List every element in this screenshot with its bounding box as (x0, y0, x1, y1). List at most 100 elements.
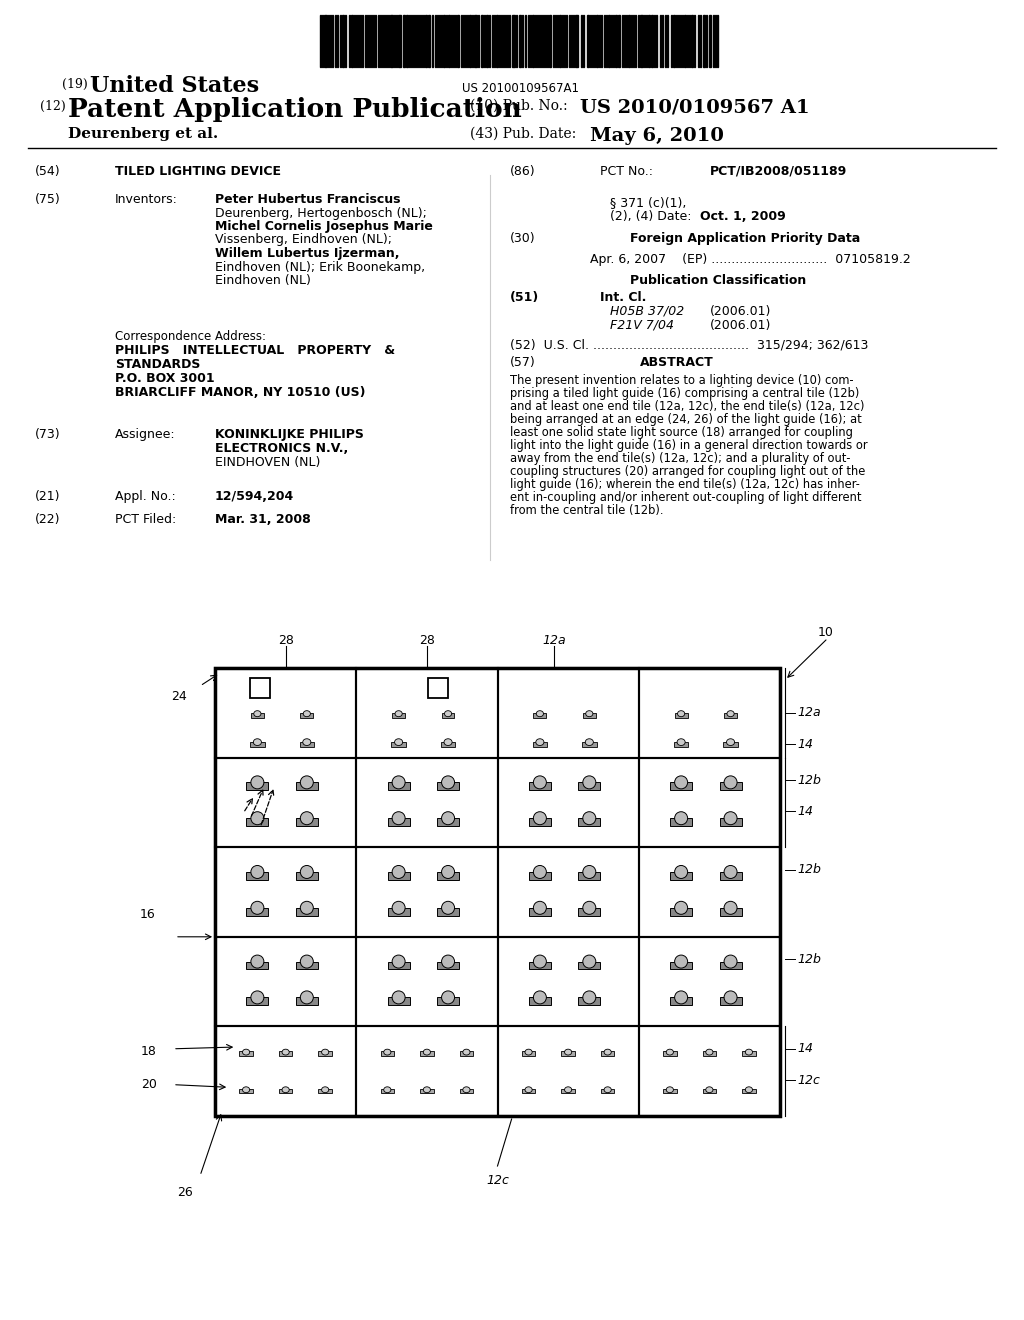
Ellipse shape (392, 776, 406, 789)
Text: 14: 14 (797, 738, 813, 751)
Bar (702, 1051, 716, 1056)
Ellipse shape (251, 991, 264, 1005)
Ellipse shape (300, 991, 313, 1005)
Bar (474, 15, 477, 67)
Bar (579, 818, 600, 826)
Bar (460, 1051, 473, 1056)
Ellipse shape (583, 776, 596, 789)
Bar (601, 1051, 614, 1056)
Text: (54): (54) (35, 165, 60, 178)
Text: Willem Lubertus Ijzerman,: Willem Lubertus Ijzerman, (215, 247, 399, 260)
Bar (534, 713, 546, 718)
Ellipse shape (322, 1086, 329, 1093)
Bar (391, 742, 406, 747)
Ellipse shape (604, 1086, 611, 1093)
Text: PHILIPS   INTELLECTUAL   PROPERTY   &: PHILIPS INTELLECTUAL PROPERTY & (115, 345, 395, 356)
Bar (720, 961, 741, 969)
Bar (406, 15, 408, 67)
Ellipse shape (441, 956, 455, 968)
Bar (640, 15, 643, 67)
Text: (19): (19) (62, 78, 88, 91)
Bar (215, 847, 356, 937)
Text: Eindhoven (NL): Eindhoven (NL) (215, 275, 311, 286)
Ellipse shape (392, 956, 406, 968)
Bar (670, 783, 692, 791)
Bar (460, 1089, 473, 1093)
Bar (457, 15, 459, 67)
Ellipse shape (253, 739, 261, 746)
Ellipse shape (251, 956, 264, 968)
Bar (428, 15, 430, 67)
Bar (703, 15, 705, 67)
Bar (670, 873, 692, 879)
Bar (387, 961, 410, 969)
Ellipse shape (251, 902, 264, 915)
Bar (648, 15, 650, 67)
Ellipse shape (463, 1086, 470, 1093)
Bar (579, 998, 600, 1006)
Bar (300, 742, 314, 747)
Bar (670, 908, 692, 916)
Ellipse shape (583, 902, 596, 915)
Bar (720, 908, 741, 916)
Text: US 20100109567A1: US 20100109567A1 (462, 82, 579, 95)
Text: Foreign Application Priority Data: Foreign Application Priority Data (630, 232, 860, 246)
Ellipse shape (322, 1049, 329, 1055)
Bar (300, 713, 313, 718)
Bar (215, 937, 356, 1027)
Text: The present invention relates to a lighting device (10) com-: The present invention relates to a light… (510, 374, 854, 387)
Ellipse shape (384, 1049, 391, 1055)
Bar (561, 1051, 574, 1056)
Bar (639, 1027, 780, 1115)
Bar (691, 15, 693, 67)
Text: PCT/IB2008/051189: PCT/IB2008/051189 (710, 165, 847, 178)
Bar (318, 1089, 332, 1093)
Ellipse shape (394, 739, 402, 746)
Ellipse shape (706, 1086, 713, 1093)
Bar (720, 998, 741, 1006)
Bar (615, 15, 617, 67)
Text: P.O. BOX 3001: P.O. BOX 3001 (115, 372, 215, 385)
Text: Apr. 6, 2007    (EP) .............................  07105819.2: Apr. 6, 2007 (EP) ......................… (590, 253, 910, 267)
Text: (2006.01): (2006.01) (710, 305, 771, 318)
Text: KONINKLIJKE PHILIPS: KONINKLIJKE PHILIPS (215, 428, 364, 441)
Bar (528, 998, 551, 1006)
Text: US 2010/0109567 A1: US 2010/0109567 A1 (580, 99, 810, 117)
Text: 24: 24 (171, 689, 187, 702)
Ellipse shape (675, 776, 688, 789)
Text: United States: United States (90, 75, 259, 96)
Text: 14: 14 (797, 1043, 813, 1055)
Bar (664, 1051, 677, 1056)
Ellipse shape (534, 902, 547, 915)
Bar (579, 873, 600, 879)
Bar (443, 15, 445, 67)
Text: Peter Hubertus Franciscus: Peter Hubertus Franciscus (215, 193, 400, 206)
Text: (2006.01): (2006.01) (710, 319, 771, 333)
Text: Oct. 1, 2009: Oct. 1, 2009 (700, 210, 785, 223)
Bar (639, 847, 780, 937)
Bar (441, 742, 456, 747)
Ellipse shape (727, 710, 734, 717)
Bar (664, 1089, 677, 1093)
Ellipse shape (724, 991, 737, 1005)
Bar (639, 668, 780, 758)
Ellipse shape (677, 739, 685, 746)
Bar (742, 1051, 756, 1056)
Bar (496, 15, 498, 67)
Bar (724, 713, 737, 718)
Ellipse shape (724, 776, 737, 789)
Ellipse shape (243, 1086, 250, 1093)
Bar (403, 15, 406, 67)
Text: Michel Cornelis Josephus Marie: Michel Cornelis Josephus Marie (215, 220, 433, 234)
Ellipse shape (441, 902, 455, 915)
Text: 18: 18 (141, 1045, 157, 1059)
Ellipse shape (586, 739, 593, 746)
Bar (498, 1027, 639, 1115)
Bar (651, 15, 653, 67)
Bar (579, 961, 600, 969)
Text: Correspondence Address:: Correspondence Address: (115, 330, 266, 343)
Text: Publication Classification: Publication Classification (630, 275, 806, 286)
Ellipse shape (726, 739, 734, 746)
Bar (522, 1051, 536, 1056)
Bar (437, 998, 459, 1006)
